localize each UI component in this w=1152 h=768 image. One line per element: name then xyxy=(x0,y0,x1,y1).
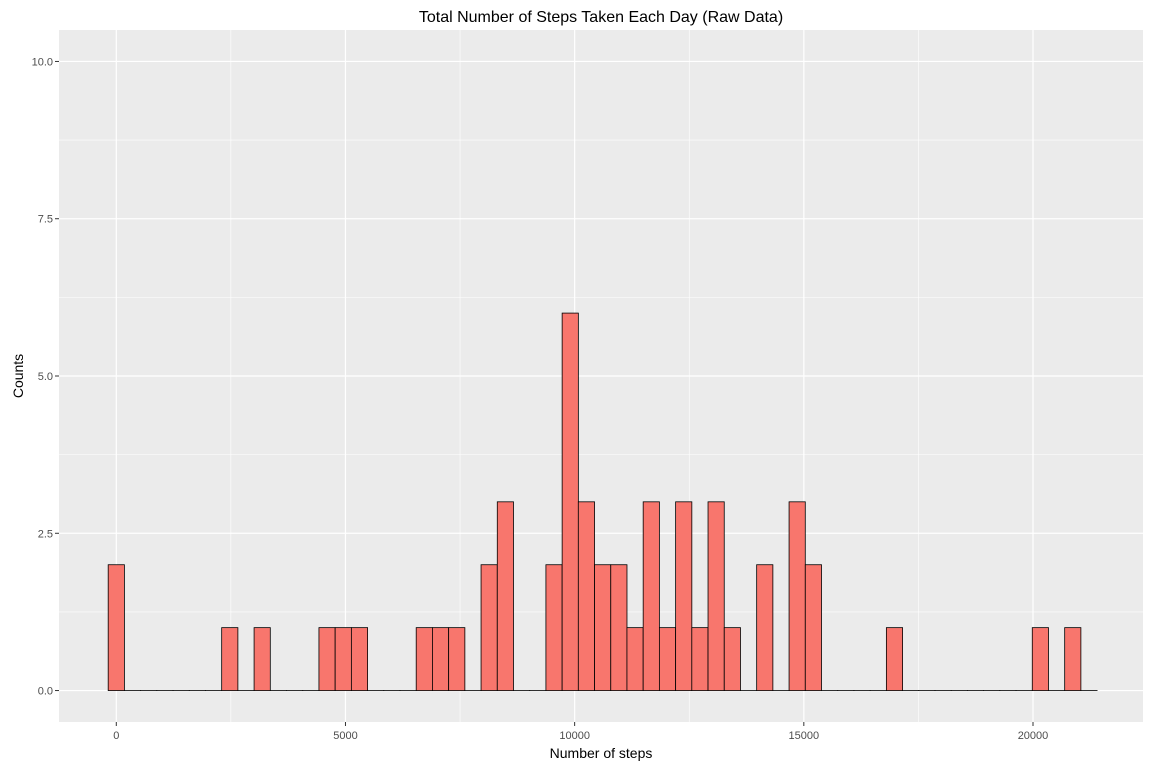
histogram-bar xyxy=(1031,627,1049,691)
histogram-bar xyxy=(1064,627,1082,691)
x-axis-title: Number of steps xyxy=(550,745,653,761)
histogram-bar xyxy=(350,627,369,691)
histogram-bar xyxy=(610,564,628,691)
y-tick-label: 5.0 xyxy=(38,371,53,383)
x-tick-label: 5000 xyxy=(333,730,357,742)
histogram-bar xyxy=(561,312,579,691)
histogram-bar xyxy=(253,627,271,691)
chart-title: Total Number of Steps Taken Each Day (Ra… xyxy=(419,9,783,26)
y-axis: 0.0 2.5 5.0 7.5 10.0 xyxy=(32,56,59,698)
histogram-bar xyxy=(594,564,612,691)
histogram-bar xyxy=(480,564,498,691)
histogram-bar xyxy=(334,627,352,691)
y-tick-label: 7.5 xyxy=(38,214,53,226)
histogram-bar xyxy=(756,564,774,691)
y-tick-label: 2.5 xyxy=(38,528,53,540)
y-tick-label: 10.0 xyxy=(32,56,53,68)
histogram-bars xyxy=(107,312,1098,691)
histogram-bar xyxy=(804,564,822,691)
histogram-bar xyxy=(496,501,514,691)
histogram-bar xyxy=(642,501,660,691)
histogram-bar xyxy=(691,627,709,691)
histogram-bar xyxy=(318,627,336,691)
y-axis-title: Counts xyxy=(10,354,26,398)
x-tick-label: 15000 xyxy=(789,730,820,742)
x-tick-label: 0 xyxy=(113,730,119,742)
histogram-bar xyxy=(577,501,595,691)
histogram-bar xyxy=(545,564,563,691)
histogram-bar xyxy=(707,501,725,691)
histogram-bar xyxy=(415,627,433,691)
histogram-bar xyxy=(659,627,677,691)
x-axis: 0 5000 10000 15000 20000 xyxy=(113,722,1048,742)
histogram-bar xyxy=(107,564,125,691)
histogram-bar xyxy=(432,627,450,691)
histogram-bar xyxy=(723,627,741,691)
histogram-bar xyxy=(448,627,466,691)
y-tick-label: 0.0 xyxy=(38,686,53,698)
histogram-bar xyxy=(626,627,644,691)
histogram-bar xyxy=(885,627,903,691)
x-tick-label: 20000 xyxy=(1018,730,1049,742)
x-tick-label: 10000 xyxy=(559,730,590,742)
histogram-bar xyxy=(788,501,806,691)
histogram-bar xyxy=(675,501,693,691)
histogram-bar xyxy=(221,627,239,691)
